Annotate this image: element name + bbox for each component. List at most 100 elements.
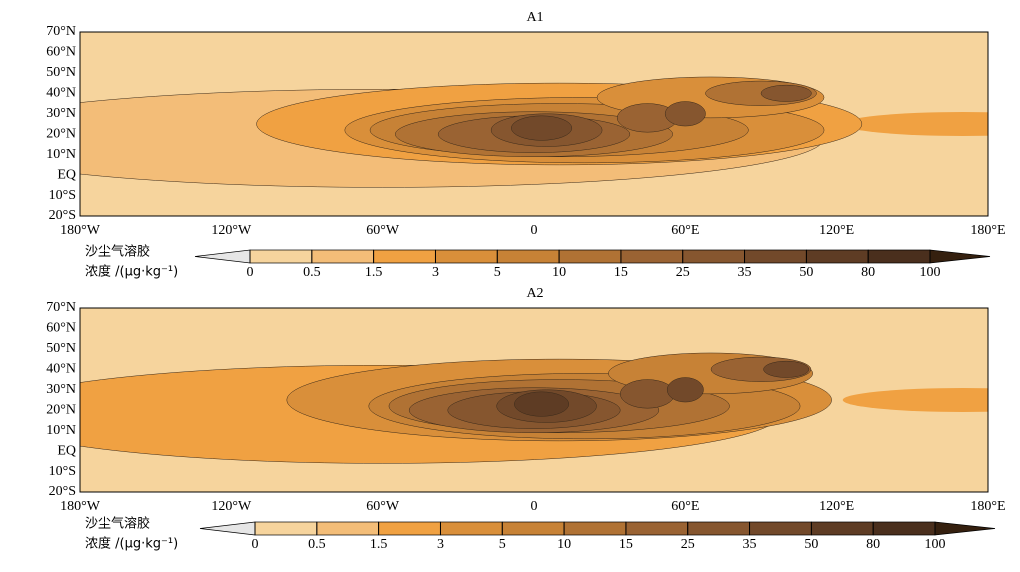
colorbar-segment	[249, 249, 313, 264]
colorbar-tick-label: 100	[925, 537, 946, 552]
colorbar-segment	[625, 521, 689, 536]
lon-label: 60°W	[366, 499, 400, 514]
lon-label: 180°E	[970, 223, 1005, 238]
map-frame	[79, 307, 989, 493]
lon-label: 180°W	[60, 223, 101, 238]
colorbar-segment	[254, 521, 318, 536]
colorbar-tick-label: 1.5	[365, 265, 383, 280]
lat-label: 70°N	[46, 300, 76, 315]
lon-label: 120°W	[211, 223, 252, 238]
colorbar-segment	[687, 521, 750, 536]
colorbar-tick-label: 100	[920, 265, 941, 280]
lat-label: EQ	[57, 443, 76, 458]
colorbar-segment	[744, 249, 807, 264]
colorbar-tick-label: 1.5	[370, 537, 388, 552]
colorbar-over	[934, 521, 996, 536]
colorbar-title: 沙尘气溶胶	[85, 516, 150, 532]
colorbar-segment	[496, 249, 560, 264]
colorbar-segment	[378, 521, 441, 536]
lat-label: 20°N	[46, 126, 76, 141]
colorbar-tick-label: 0.5	[303, 265, 321, 280]
colorbar-segment	[435, 249, 498, 264]
colorbar-tick-label: 50	[799, 265, 813, 280]
lon-label: 60°E	[671, 499, 699, 514]
lat-label: 20°S	[49, 208, 76, 223]
lon-label: 120°E	[819, 223, 854, 238]
field-contour	[763, 360, 810, 378]
colorbar-segment	[867, 249, 931, 264]
colorbar-title: 沙尘气溶胶	[85, 244, 150, 260]
lon-label: 180°E	[970, 499, 1005, 514]
colorbar-segment	[558, 249, 622, 264]
colorbar-under	[194, 249, 251, 264]
colorbar-segment	[316, 521, 379, 536]
colorbar-segment	[440, 521, 503, 536]
map-field	[80, 32, 988, 216]
lat-label: 30°N	[46, 106, 76, 121]
colorbar-tick-label: 15	[619, 537, 633, 552]
lat-label: 30°N	[46, 382, 76, 397]
lat-label: 10°S	[49, 188, 76, 203]
colorbar-tick-label: 10	[557, 537, 571, 552]
colorbar-tick-label: 80	[861, 265, 875, 280]
lat-label: 10°N	[46, 147, 76, 162]
lon-label: 0	[531, 223, 538, 238]
lat-label: 50°N	[46, 341, 76, 356]
colorbar-segment	[806, 249, 869, 264]
colorbar-tick-label: 35	[743, 537, 757, 552]
colorbar-under	[199, 521, 256, 536]
lat-label: 20°N	[46, 402, 76, 417]
field-band	[842, 112, 988, 136]
field-contour	[760, 84, 812, 102]
colorbar-tick-label: 0.5	[308, 537, 326, 552]
colorbar-tick-label: 0	[247, 265, 254, 280]
colorbar-tick-label: 10	[552, 265, 566, 280]
lat-label: 50°N	[46, 65, 76, 80]
lat-label: 20°S	[49, 484, 76, 499]
map-field	[80, 308, 988, 492]
colorbar-tick-label: 0	[252, 537, 259, 552]
colorbar-tick-label: 35	[738, 265, 752, 280]
colorbar-tick-label: 5	[494, 265, 501, 280]
lat-label: 10°S	[49, 464, 76, 479]
colorbar-tick-label: 5	[499, 537, 506, 552]
map-frame	[79, 31, 989, 217]
lat-label: 60°N	[46, 45, 76, 60]
lat-label: 70°N	[46, 24, 76, 39]
colorbar-tick-label: 25	[681, 537, 695, 552]
lat-label: 60°N	[46, 321, 76, 336]
colorbar-segment	[872, 521, 936, 536]
lon-label: 180°W	[60, 499, 101, 514]
lon-label: 60°E	[671, 223, 699, 238]
lat-label: 40°N	[46, 86, 76, 101]
field-contour	[664, 101, 706, 127]
colorbar-segment	[749, 521, 812, 536]
lon-label: 0	[531, 499, 538, 514]
colorbar-tick-label: 50	[804, 537, 818, 552]
lat-label: 10°N	[46, 423, 76, 438]
lon-label: 60°W	[366, 223, 400, 238]
colorbar-segment	[373, 249, 436, 264]
colorbar-tick-label: 15	[614, 265, 628, 280]
field-contour	[620, 379, 675, 409]
lon-label: 120°W	[211, 499, 252, 514]
colorbar-segment	[563, 521, 627, 536]
field-contour	[666, 377, 704, 403]
colorbar-unit: 浓度 /(μg·kg⁻¹)	[85, 536, 178, 552]
panel-title: A1	[526, 10, 543, 25]
colorbar-segment	[620, 249, 684, 264]
colorbar-tick-label: 3	[432, 265, 439, 280]
lat-label: EQ	[57, 167, 76, 182]
colorbar-segment	[682, 249, 745, 264]
colorbar-segment	[311, 249, 374, 264]
lon-label: 120°E	[819, 499, 854, 514]
field-band	[842, 388, 988, 412]
colorbar-segment	[501, 521, 565, 536]
colorbar-tick-label: 80	[866, 537, 880, 552]
colorbar-over	[929, 249, 991, 264]
field-contour	[514, 391, 570, 417]
lat-label: 40°N	[46, 362, 76, 377]
colorbar-tick-label: 25	[676, 265, 690, 280]
